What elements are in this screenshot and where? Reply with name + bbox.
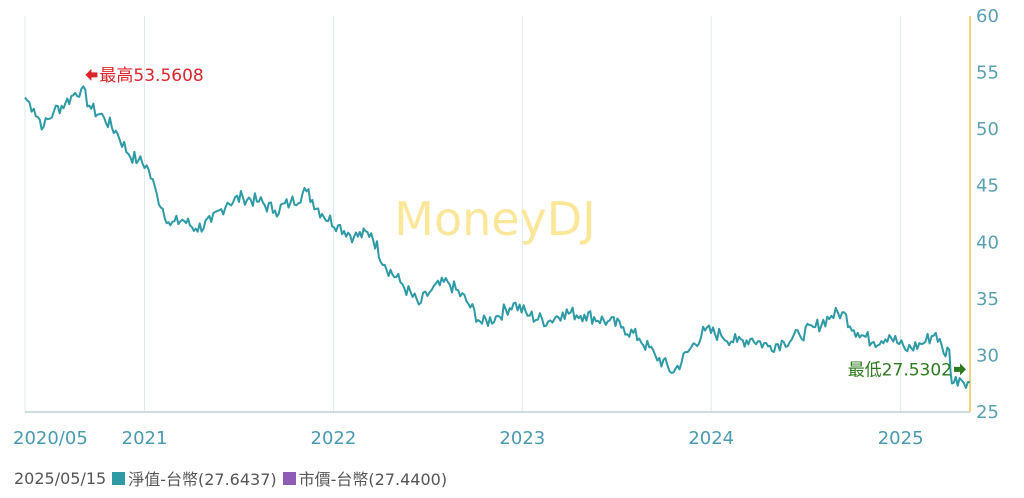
gridlines xyxy=(24,16,902,412)
x-tick-label: 2021 xyxy=(122,428,168,449)
x-tick-label: 2025 xyxy=(878,428,924,449)
y-tick-label: 55 xyxy=(976,63,999,84)
low-arrow-icon xyxy=(954,363,966,376)
legend: 2025/05/15 淨值-台幣(27.6437) 市價-台幣(27.4400) xyxy=(14,466,447,490)
series-line-nav xyxy=(24,85,971,389)
line-chart: MoneyDJ 2020/05 2021 2022 2023 2024 2025 25 30 3… xyxy=(13,6,999,449)
legend-item-nav[interactable]: 淨值-台幣(27.6437) xyxy=(128,470,277,489)
series-layer xyxy=(24,85,971,389)
axes: 2020/05 2021 2022 2023 2024 2025 25 30 35 40 45 50 5… xyxy=(13,6,999,449)
y-tick-label: 45 xyxy=(976,176,999,197)
y-tick-label: 50 xyxy=(976,119,999,140)
watermark: MoneyDJ xyxy=(394,192,596,246)
high-label: 最高53.5608 xyxy=(99,66,203,86)
x-tick-label: 2024 xyxy=(688,428,734,449)
y-tick-label: 25 xyxy=(976,402,999,423)
x-tick-label: 2022 xyxy=(311,428,357,449)
y-tick-label: 60 xyxy=(976,6,999,27)
legend-item-market[interactable]: 市價-台幣(27.4400) xyxy=(298,470,448,489)
y-tick-label: 40 xyxy=(976,232,999,253)
x-tick-label: 2020/05 xyxy=(13,428,88,449)
x-tick-label: 2023 xyxy=(499,428,545,449)
low-label: 最低27.5302 xyxy=(848,360,952,380)
y-tick-label: 35 xyxy=(976,289,999,310)
y-tick-label: 30 xyxy=(976,345,999,366)
legend-swatch-nav xyxy=(112,471,126,485)
legend-date: 2025/05/15 xyxy=(14,468,107,488)
legend-swatch-market xyxy=(282,471,296,485)
annotations: 最高53.5608 最低27.5302 xyxy=(85,66,966,380)
high-arrow-icon xyxy=(85,68,98,81)
